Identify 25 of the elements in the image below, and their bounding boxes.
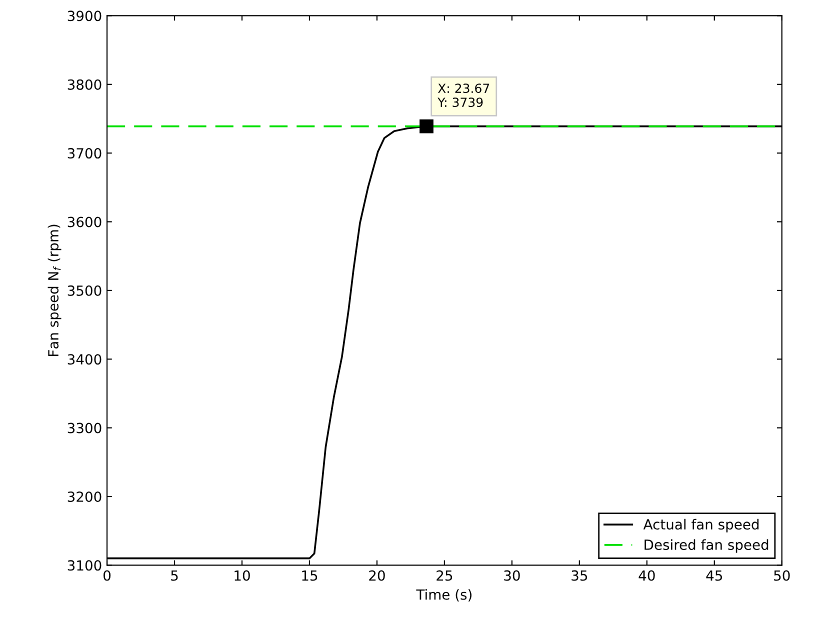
- y-tick-label: 3300: [68, 422, 102, 434]
- y-tick-label: 3500: [68, 285, 102, 296]
- x-tick-label: 15: [302, 570, 318, 581]
- y-tick-label: 3100: [68, 560, 102, 571]
- x-tick-label: 45: [706, 570, 722, 581]
- x-tick-label: 40: [638, 570, 655, 581]
- annotation: X: 23.67 Y: 3739: [438, 84, 490, 108]
- y-tick-label: 3800: [68, 79, 102, 90]
- x-tick-label: 0: [104, 570, 111, 581]
- x-tick-label: 50: [774, 570, 790, 581]
- x-axis-title: Time (s): [416, 589, 472, 602]
- y-tick-label: 3400: [68, 354, 102, 365]
- x-tick-label: 10: [234, 570, 250, 581]
- x-tick-label: 5: [171, 570, 178, 581]
- y-tick-label: 3900: [68, 10, 102, 22]
- x-tick-label: 20: [369, 570, 385, 581]
- y-tick-label: 3200: [68, 491, 102, 502]
- x-tick-label: 35: [572, 570, 588, 581]
- x-tick-label: 30: [504, 570, 520, 581]
- x-tick-label: 25: [436, 570, 452, 581]
- legend-label: Desired fan speed: [644, 539, 768, 553]
- y-tick-label: 3700: [68, 148, 102, 159]
- y-tick-label: 3600: [68, 216, 102, 228]
- y-axis-title: Fan speed N$_{f}$ (rpm): [48, 224, 62, 356]
- legend-label: Actual fan speed: [643, 518, 759, 532]
